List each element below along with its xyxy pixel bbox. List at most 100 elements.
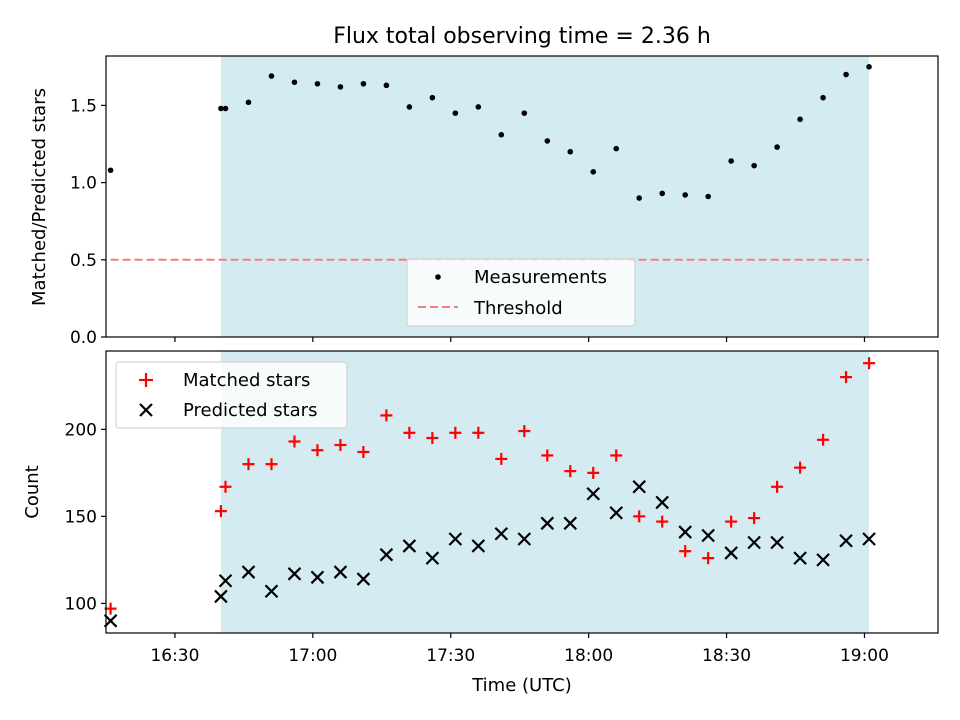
measurement-point [613,145,620,152]
measurement-point [659,190,665,197]
matched-stars-point [219,480,232,493]
top-plot-frame [105,55,939,338]
matched-stars-point [587,466,600,479]
measurement-point [636,195,643,201]
measurement-point [866,64,872,70]
top-plot: 0.0 0.5 1.0 1.5 Matched/Predicted stars Mea… [29,55,939,348]
bottom-plot-marks [103,357,876,628]
x-tick-label: 17:00 [288,646,337,666]
measurement-point [291,79,298,86]
predicted-stars-point [770,535,784,550]
measurement-point [314,80,321,87]
measurement-point [360,80,367,87]
matched-stars-point [403,426,416,439]
matched-stars-legend-marker [139,373,153,387]
predicted-stars-point [609,506,624,520]
measurement-point [245,99,252,106]
bottom-plot-frame [105,350,939,634]
predicted-stars-point [724,546,738,560]
predicted-stars-point [586,486,601,501]
predicted-stars-point [793,551,807,565]
measurement-point [107,167,114,174]
predicted-stars-legend-label: Predicted stars [183,400,317,421]
matched-stars-point [702,552,715,565]
x-tick-label: 18:30 [702,646,751,666]
measurement-point [218,105,224,112]
predicted-stars-point [241,565,256,579]
y-tick-label: 0.0 [70,328,97,348]
measurements-legend-label: Measurements [474,267,607,288]
predicted-stars-point [356,572,371,586]
predicted-stars-point [310,570,325,585]
predicted-stars-point [379,547,394,562]
y-tick-label: 200 [65,420,97,440]
top-y-axis-label: Matched/Predicted stars [29,88,50,306]
predicted-stars-point [425,551,440,565]
x-tick-label: 16:30 [150,646,199,666]
matched-stars-point [214,505,227,518]
measurement-point [590,168,597,175]
matched-stars-point [725,515,738,528]
matched-stars-point [656,515,669,528]
predicted-stars-point [701,528,715,543]
predicted-stars-point [494,526,509,541]
bottom-legend-box [115,361,348,429]
predicted-stars-point [517,532,532,546]
matched-stars-point [288,435,301,448]
matched-stars-point [311,444,324,457]
matched-stars-point [748,512,761,525]
measurement-point [544,138,551,144]
y-tick-label: 150 [65,507,97,527]
predicted-stars-point [333,565,348,579]
measurement-point [498,131,505,138]
matched-stars-point [242,458,255,471]
matched-stars-point [564,465,577,478]
y-tick-label: 1.0 [70,174,97,194]
predicted-stars-point [448,532,463,546]
matched-stars-point [794,461,807,474]
predicted-stars-point [287,567,302,581]
measurement-point [222,105,229,112]
predicted-stars-point [563,516,578,531]
measurement-point [705,193,711,200]
matched-stars-point [541,449,554,462]
measurement-point [521,110,528,116]
matched-stars-point [679,545,692,558]
predicted-stars-point [402,539,417,553]
matched-stars-point [426,432,439,445]
x-tick-label: 17:30 [426,646,475,666]
matched-stars-point [265,458,278,471]
matched-stars-point [449,426,462,439]
y-tick-label: 0.5 [70,251,97,271]
top-legend-box [406,258,636,327]
x-axis-label: Time (UTC) [471,675,572,696]
top-legend: Measurements Threshold [406,258,636,327]
top-y-ticks: 0.0 0.5 1.0 1.5 [70,96,106,348]
measurement-point [820,94,826,101]
matched-stars-point [472,426,485,439]
measurement-point [337,84,344,90]
predicted-stars-legend-marker [139,403,153,417]
bottom-y-axis-label: Count [22,465,43,518]
measurements-legend-marker [435,274,441,280]
matched-stars-point [380,409,393,422]
measurement-point [682,192,688,198]
measurement-point [774,144,780,150]
bottom-y-ticks: 100 150 200 [65,420,106,614]
matched-stars-point [357,445,370,458]
matched-stars-point [817,433,830,446]
predicted-stars-point [862,532,876,546]
predicted-stars-point [678,525,692,539]
x-tick-label: 18:00 [564,646,613,666]
measurement-point [452,110,459,116]
predicted-stars-point [632,479,646,494]
predicted-stars-point [471,539,486,553]
predicted-stars-point [214,589,228,604]
matched-stars-point [334,439,347,451]
predicted-stars-point [264,584,279,599]
predicted-stars-point [218,573,233,588]
y-tick-label: 1.5 [70,96,97,116]
matched-stars-point [610,449,623,462]
bottom-legend: Matched stars Predicted stars [115,361,348,429]
